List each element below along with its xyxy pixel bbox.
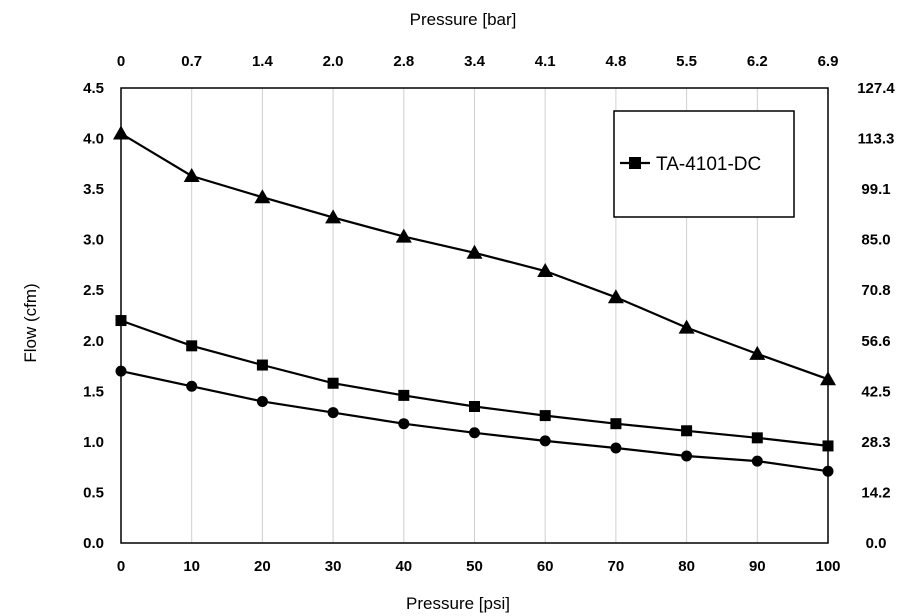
x2-tick-label: 3.4 <box>464 53 486 70</box>
data-point-square <box>256 359 268 371</box>
series-circle <box>115 365 834 477</box>
y-tick-label: 0.0 <box>83 535 104 552</box>
data-point-square <box>822 440 834 452</box>
data-point-circle <box>469 427 480 439</box>
data-point-triangle <box>678 319 695 334</box>
data-point-triangle <box>820 371 836 386</box>
y-tick-label: 3.0 <box>83 232 104 249</box>
x-tick-label: 90 <box>749 558 766 575</box>
x-tick-label: 20 <box>254 558 271 575</box>
x-tick-label: 0 <box>117 558 125 575</box>
series-square <box>115 315 834 452</box>
y2-tick-label: 70.8 <box>861 282 890 299</box>
x-tick-label: 70 <box>608 558 625 575</box>
y2-tick-label: 113.3 <box>858 131 895 148</box>
y-tick-label: 1.0 <box>83 434 104 451</box>
data-point-triangle <box>466 244 483 259</box>
data-point-circle <box>610 442 622 454</box>
legend-entry-label: TA-4101-DC <box>656 154 761 175</box>
y2-tick-label: 127.4 <box>857 80 895 97</box>
x-tick-label: 10 <box>183 558 200 575</box>
x2-tick-label: 0 <box>117 53 125 70</box>
data-point-square <box>469 401 480 412</box>
data-point-triangle <box>607 289 624 304</box>
data-point-triangle <box>749 345 766 360</box>
x-tick-label: 50 <box>466 558 483 575</box>
data-point-circle <box>256 395 268 407</box>
data-point-square <box>186 340 198 352</box>
data-point-circle <box>539 435 551 447</box>
x-axis-title: Pressure [psi] <box>406 594 510 613</box>
data-point-triangle <box>325 209 342 224</box>
data-point-square <box>610 418 622 430</box>
y-tick-label: 0.5 <box>83 484 104 501</box>
y-tick-label: 3.5 <box>83 181 104 198</box>
y2-tick-label: 0.0 <box>866 535 887 552</box>
y-tick-label: 1.5 <box>83 383 104 400</box>
x2-tick-label: 5.5 <box>676 53 697 70</box>
x2-tick-label: 0.7 <box>181 53 202 70</box>
x-tick-label: 60 <box>537 558 554 575</box>
data-point-triangle <box>537 263 554 278</box>
data-point-circle <box>186 380 198 392</box>
tick-labels: 0 10 20 30 40 50 60 70 80 90 100 0 0.7 1.4 2.0 2.8 3.4 4.… <box>83 53 895 575</box>
data-point-circle <box>822 465 834 477</box>
x-tick-label: 30 <box>325 558 342 575</box>
y2-tick-label: 42.5 <box>861 383 890 400</box>
data-point-circle <box>327 407 339 419</box>
x-tick-label: 40 <box>395 558 412 575</box>
data-point-square <box>327 377 339 389</box>
data-point-square <box>115 315 127 327</box>
y2-tick-label: 28.3 <box>861 434 890 451</box>
y2-tick-label: 85.0 <box>861 232 890 249</box>
data-point-square <box>681 425 693 437</box>
x2-tick-label: 6.2 <box>747 53 768 70</box>
data-point-triangle <box>395 228 412 243</box>
x2-axis-title: Pressure [bar] <box>410 10 517 29</box>
legend-square-marker <box>629 157 641 169</box>
data-point-triangle <box>183 167 200 182</box>
y2-tick-label: 56.6 <box>861 333 890 350</box>
y-tick-label: 2.5 <box>83 282 104 299</box>
data-point-circle <box>751 455 763 467</box>
data-point-square <box>751 432 763 444</box>
data-point-circle <box>398 418 410 430</box>
y2-tick-label: 14.2 <box>861 484 890 501</box>
x2-tick-label: 1.4 <box>252 53 274 70</box>
y2-tick-label: 99.1 <box>861 181 890 198</box>
x2-tick-label: 4.8 <box>605 53 626 70</box>
y-tick-label: 2.0 <box>83 333 104 350</box>
y-tick-label: 4.0 <box>83 131 104 148</box>
y-axis-title: Flow (cfm) <box>21 283 40 362</box>
data-point-triangle <box>254 189 271 204</box>
x2-tick-label: 2.0 <box>323 53 344 70</box>
x2-tick-label: 6.9 <box>818 53 839 70</box>
data-point-square <box>539 410 551 422</box>
data-point-circle <box>681 450 693 462</box>
series-layer <box>113 125 836 477</box>
legend: TA-4101-DC <box>613 110 795 218</box>
x2-tick-label: 2.8 <box>393 53 414 70</box>
x-tick-label: 80 <box>678 558 695 575</box>
data-point-triangle <box>113 125 129 140</box>
data-point-circle <box>115 365 127 377</box>
y-tick-label: 4.5 <box>83 80 104 97</box>
x-tick-label: 100 <box>815 558 840 575</box>
x2-tick-label: 4.1 <box>535 53 556 70</box>
series-triangle <box>113 125 836 386</box>
data-point-square <box>398 389 410 401</box>
